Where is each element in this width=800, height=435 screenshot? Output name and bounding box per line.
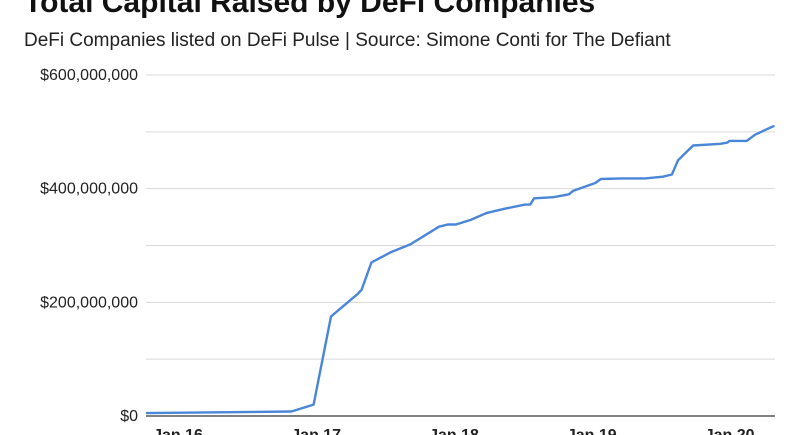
x-tick-label: Jan 17 — [291, 427, 341, 435]
x-tick-label: Jan 20 — [705, 427, 755, 435]
chart-title: Total Capital Raised by DeFi Companies — [24, 0, 596, 19]
x-axis-labels: Jan 16 Jan 17 Jan 18 Jan 19 Jan 20 — [153, 427, 755, 435]
y-tick-label: $400,000,000 — [40, 181, 138, 198]
y-tick-label: $0 — [120, 408, 138, 425]
chart-subtitle: DeFi Companies listed on DeFi Pulse | So… — [24, 30, 671, 51]
y-tick-label: $200,000,000 — [40, 294, 138, 311]
y-axis-labels: $0 $200,000,000 $400,000,000 $600,000,000 — [40, 67, 138, 425]
series-line — [146, 124, 775, 415]
gridlines — [146, 74, 775, 417]
plot-area — [146, 124, 775, 415]
x-tick-label: Jan 16 — [153, 427, 203, 435]
x-tick-label: Jan 18 — [429, 427, 479, 435]
y-tick-label: $600,000,000 — [40, 67, 138, 84]
x-tick-label: Jan 19 — [567, 427, 617, 435]
